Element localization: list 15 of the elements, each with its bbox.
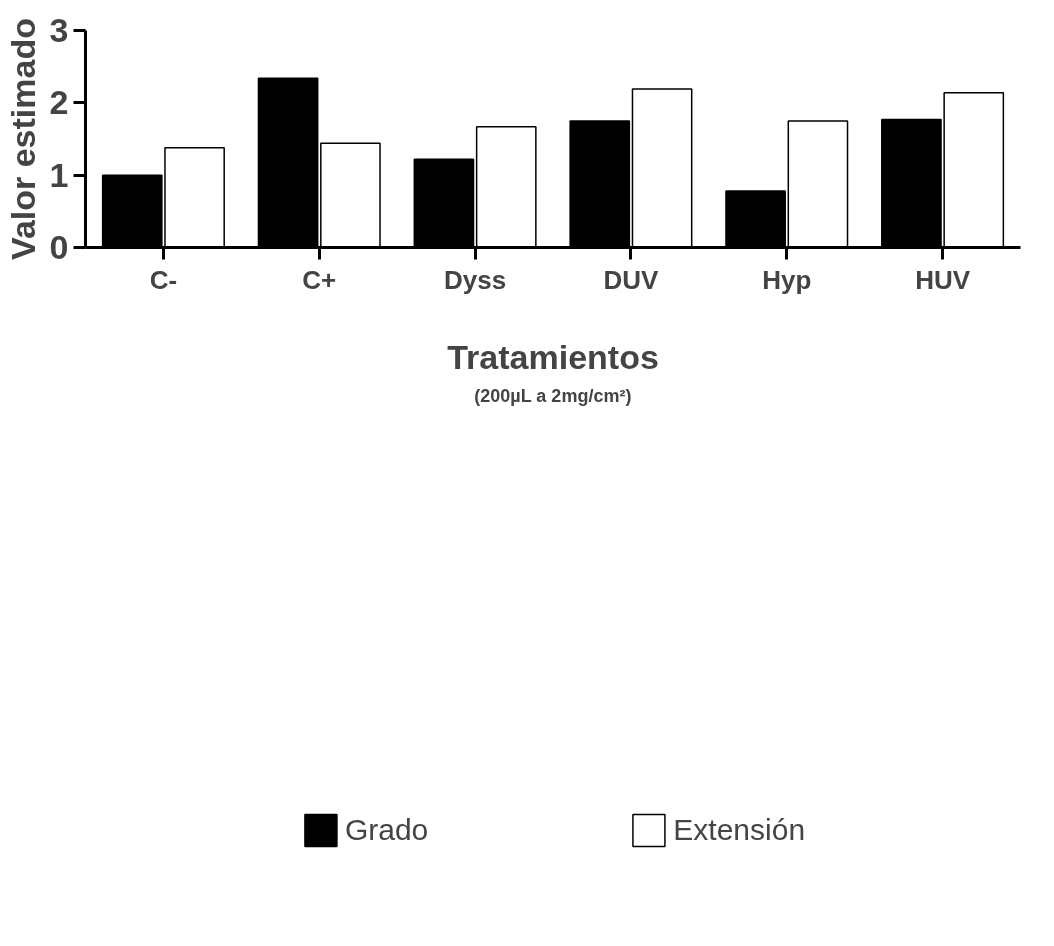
x-tick-label: Dyss [444,264,507,295]
text: (200µL a 2mg/cm²) [474,385,632,406]
x-tick-label: HUV [915,264,971,295]
x-tick-label: DUV [603,264,660,295]
x-tick-label: C- [149,264,178,295]
x-tick-label: Hyp [762,264,812,295]
x-tick-label: C+ [302,264,337,295]
y-axis-title: Valor estimado [3,18,42,260]
y-tick-label: 1 [49,155,69,194]
legend-label: Grado [344,813,429,847]
x-axis-title: Tratamientos [447,337,659,376]
legend-label: Extensión [673,813,806,847]
y-tick-label: 3 [49,11,69,49]
y-tick-label: 2 [49,83,69,122]
y-tick-label: 0 [49,228,69,266]
